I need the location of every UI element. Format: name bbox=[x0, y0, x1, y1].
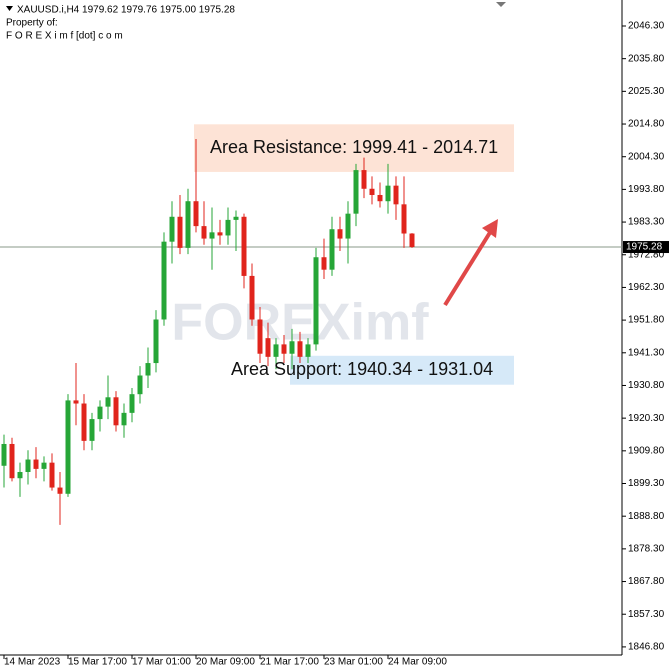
candle-body bbox=[329, 229, 335, 270]
candle-body bbox=[393, 185, 399, 205]
candle-body bbox=[225, 219, 231, 236]
candle-body bbox=[73, 400, 79, 404]
y-tick-label: 1878.30 bbox=[628, 544, 665, 555]
candle-body bbox=[249, 275, 255, 320]
candle-body bbox=[377, 194, 383, 202]
candle-body bbox=[17, 471, 23, 479]
candle-body bbox=[337, 229, 343, 239]
candle-body bbox=[49, 462, 55, 488]
x-tick-label: 21 Mar 17:00 bbox=[260, 657, 319, 668]
candle-body bbox=[353, 170, 359, 214]
candle-body bbox=[297, 341, 303, 357]
candle-body bbox=[369, 188, 375, 195]
x-tick-label: 14 Mar 2023 bbox=[4, 657, 61, 668]
y-tick-label: 1857.30 bbox=[628, 609, 665, 620]
candle-body bbox=[233, 216, 239, 220]
y-tick-label: 1846.80 bbox=[628, 642, 665, 653]
candle-body bbox=[257, 319, 263, 354]
candle-body bbox=[273, 344, 279, 357]
y-tick-label: 1983.30 bbox=[628, 217, 665, 228]
y-tick-label: 1972.80 bbox=[628, 249, 665, 260]
candle-body bbox=[321, 257, 327, 270]
arrow bbox=[443, 224, 496, 307]
candle-body bbox=[81, 403, 87, 441]
candle-body bbox=[185, 201, 191, 248]
candle-body bbox=[401, 204, 407, 234]
y-tick-label: 1899.30 bbox=[628, 478, 665, 489]
candle-body bbox=[193, 201, 199, 227]
y-tick-label: 2046.30 bbox=[628, 21, 665, 32]
candle-body bbox=[305, 344, 311, 357]
x-tick-label: 23 Mar 01:00 bbox=[324, 657, 383, 668]
zone-label: Area Resistance: 1999.41 - 2014.71 bbox=[210, 137, 498, 157]
arrow-head bbox=[482, 219, 498, 238]
y-tick-label: 2035.80 bbox=[628, 53, 665, 64]
candle-body bbox=[345, 213, 351, 239]
candle-body bbox=[153, 319, 159, 364]
subtitle: F O R E X i m f [dot] c o m bbox=[6, 31, 123, 42]
y-tick-label: 1867.80 bbox=[628, 576, 665, 587]
y-tick-label: 2025.30 bbox=[628, 86, 665, 97]
y-tick-label: 2014.80 bbox=[628, 119, 665, 130]
candle-body bbox=[105, 397, 111, 407]
y-tick-label: 1951.80 bbox=[628, 315, 665, 326]
y-tick-label: 1920.30 bbox=[628, 413, 665, 424]
candle-body bbox=[241, 216, 247, 276]
candle-body bbox=[281, 344, 287, 354]
zone-label: Area Support: 1940.34 - 1931.04 bbox=[231, 359, 493, 379]
zone-box bbox=[194, 124, 514, 172]
candle-body bbox=[41, 462, 47, 469]
shift-marker bbox=[496, 2, 506, 7]
candle-body bbox=[217, 232, 223, 236]
candle-body bbox=[209, 232, 215, 239]
y-tick-label: 1888.80 bbox=[628, 511, 665, 522]
candle-body bbox=[265, 338, 271, 357]
candle-body bbox=[129, 394, 135, 413]
last-price-label: 1975.28 bbox=[626, 242, 663, 253]
x-tick-label: 20 Mar 09:00 bbox=[196, 657, 255, 668]
candle-body bbox=[65, 400, 71, 494]
candle-body bbox=[161, 241, 167, 320]
candle-body bbox=[57, 487, 63, 494]
x-tick-label: 24 Mar 09:00 bbox=[388, 657, 447, 668]
y-tick-label: 1941.30 bbox=[628, 347, 665, 358]
x-tick-label: 15 Mar 17:00 bbox=[68, 657, 127, 668]
y-tick-label: 1930.80 bbox=[628, 380, 665, 391]
candle-body bbox=[9, 443, 15, 479]
candle-body bbox=[145, 363, 151, 376]
y-tick-label: 1962.30 bbox=[628, 282, 665, 293]
candle-body bbox=[177, 216, 183, 248]
candle-body bbox=[97, 406, 103, 420]
candle-body bbox=[289, 341, 295, 354]
candle-body bbox=[169, 216, 175, 242]
candle-body bbox=[33, 459, 39, 469]
candle-body bbox=[313, 257, 319, 345]
candle-body bbox=[121, 412, 127, 426]
candle-body bbox=[201, 226, 207, 239]
menu-icon bbox=[6, 6, 13, 11]
y-tick-label: 2004.30 bbox=[628, 151, 665, 162]
candle-body bbox=[113, 397, 119, 426]
candle-body bbox=[409, 233, 415, 248]
y-tick-label: 1909.80 bbox=[628, 445, 665, 456]
y-tick-label: 1993.80 bbox=[628, 184, 665, 195]
candle-body bbox=[137, 375, 143, 395]
x-tick-label: 17 Mar 01:00 bbox=[132, 657, 191, 668]
candle-body bbox=[1, 443, 7, 466]
chart-title: XAUUSD.i,H4 1979.62 1979.76 1975.00 1975… bbox=[17, 5, 235, 16]
candle-body bbox=[25, 459, 31, 472]
subtitle: Property of: bbox=[6, 18, 58, 29]
candle-body bbox=[361, 170, 367, 189]
candle-body bbox=[385, 185, 391, 202]
last-price-box bbox=[623, 241, 669, 254]
candle-body bbox=[89, 419, 95, 441]
zone-box bbox=[290, 355, 514, 385]
